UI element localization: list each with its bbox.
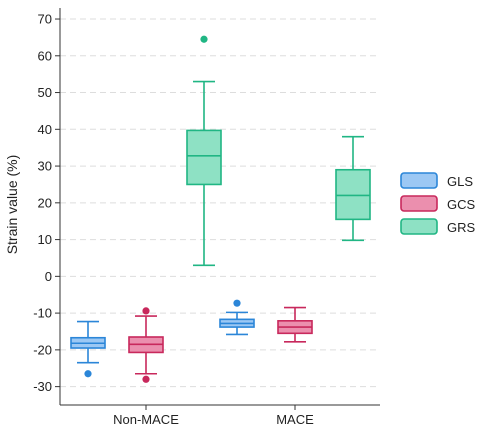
- legend-swatch: [400, 172, 438, 189]
- legend-label: GCS: [447, 197, 476, 212]
- y-tick-label: 50: [38, 85, 52, 100]
- legend-item-gls: GLS: [400, 172, 473, 189]
- y-tick-label: 20: [38, 195, 52, 210]
- box-grs-non-mace: [186, 35, 222, 267]
- y-tick-label: -10: [33, 306, 52, 321]
- y-tick-label: -30: [33, 379, 52, 394]
- outlier-point: [200, 35, 208, 43]
- y-tick-label: 70: [38, 12, 52, 27]
- legend-label: GRS: [447, 220, 476, 235]
- legend: GLS GCS GRS: [400, 172, 476, 235]
- x-tick-label: MACE: [276, 412, 314, 427]
- legend-swatch: [400, 218, 438, 235]
- iqr-box: [186, 129, 222, 186]
- outlier-point: [142, 375, 150, 383]
- y-axis-title: Strain value (%): [4, 155, 20, 255]
- outlier-point: [142, 307, 150, 315]
- y-ticks: -30 -20 -10 0 10 20 30 40 50 60 70: [33, 12, 60, 394]
- y-tick-label: 30: [38, 159, 52, 174]
- y-tick-label: 10: [38, 232, 52, 247]
- box-gls-mace: [219, 299, 255, 336]
- outlier-point: [84, 370, 92, 378]
- axes: [59, 8, 380, 406]
- iqr-box: [335, 168, 371, 221]
- y-tick-label: 0: [45, 269, 52, 284]
- y-tick-label: 40: [38, 122, 52, 137]
- y-tick-label: -20: [33, 342, 52, 357]
- legend-item-gcs: GCS: [400, 195, 476, 212]
- outlier-point: [233, 299, 241, 307]
- box-gls-non-mace: [70, 320, 106, 378]
- legend-swatch: [400, 195, 438, 212]
- gridlines: [60, 18, 380, 388]
- box-grs-mace: [335, 135, 371, 242]
- y-tick-label: 60: [38, 48, 52, 63]
- boxes: [70, 35, 371, 383]
- x-ticks: Non-MACE MACE: [113, 405, 314, 427]
- x-tick-label: Non-MACE: [113, 412, 179, 427]
- box-gcs-mace: [277, 306, 313, 343]
- legend-item-grs: GRS: [400, 218, 476, 235]
- box-gcs-non-mace: [128, 307, 164, 383]
- legend-label: GLS: [447, 174, 473, 189]
